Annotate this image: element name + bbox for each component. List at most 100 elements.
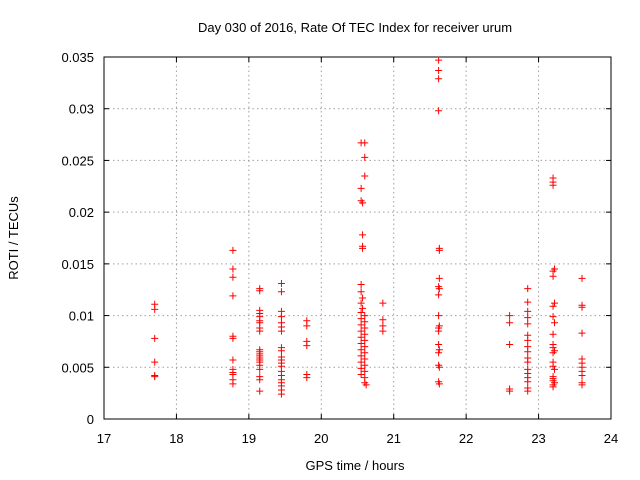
x-tick-label: 23 — [531, 431, 545, 446]
data-point — [303, 342, 311, 350]
data-point — [549, 302, 557, 310]
data-point — [359, 199, 367, 207]
x-tick-label: 21 — [386, 431, 400, 446]
data-point — [229, 265, 237, 273]
data-point — [303, 374, 311, 382]
data-point — [435, 285, 443, 293]
data-point — [277, 327, 285, 335]
data-point — [506, 312, 514, 320]
x-tick-label: 19 — [242, 431, 256, 446]
data-point — [357, 346, 365, 354]
data-point — [551, 299, 559, 307]
data-point — [357, 352, 365, 360]
data-point — [229, 292, 237, 300]
x-axis-label: GPS time / hours — [306, 458, 405, 473]
data-point — [359, 304, 367, 312]
data-point — [524, 378, 532, 386]
data-point — [524, 336, 532, 344]
data-point — [151, 334, 159, 342]
data-point — [578, 329, 586, 337]
data-point — [256, 365, 264, 373]
data-point — [551, 319, 559, 327]
data-point — [524, 320, 532, 328]
data-point — [524, 307, 532, 315]
data-point — [379, 327, 387, 335]
data-point — [361, 318, 369, 326]
data-point — [435, 312, 443, 320]
y-tick-label: 0.02 — [69, 205, 94, 220]
data-point — [277, 347, 285, 355]
data-point — [357, 364, 365, 372]
data-point — [578, 274, 586, 282]
axis-ticks — [103, 56, 612, 420]
data-point — [361, 172, 369, 180]
x-tick-label: 22 — [459, 431, 473, 446]
x-tick-label: 17 — [97, 431, 111, 446]
y-tick-label: 0.005 — [61, 360, 94, 375]
y-tick-label: 0.035 — [61, 50, 94, 65]
data-point — [549, 383, 557, 391]
data-point — [361, 139, 369, 147]
data-point — [229, 334, 237, 342]
data-point — [256, 287, 264, 295]
data-point — [506, 319, 514, 327]
data-point — [361, 312, 369, 320]
data-point — [524, 358, 532, 366]
y-tick-label: 0.01 — [69, 309, 94, 324]
data-point — [578, 381, 586, 389]
data-point — [357, 339, 365, 347]
data-point — [524, 298, 532, 306]
data-point — [361, 355, 369, 363]
data-point — [277, 390, 285, 398]
data-point — [551, 365, 559, 373]
data-point — [357, 333, 365, 341]
data-point — [357, 327, 365, 335]
data-point — [524, 285, 532, 293]
data-point — [361, 343, 369, 351]
data-point — [277, 313, 285, 321]
data-point — [578, 372, 586, 380]
data-point — [151, 358, 159, 366]
plot-frame — [103, 56, 612, 420]
y-tick-label: 0 — [87, 412, 94, 427]
data-point — [435, 291, 443, 299]
data-point — [151, 305, 159, 313]
data-point — [435, 56, 443, 64]
data-point — [229, 273, 237, 281]
data-point — [549, 330, 557, 338]
data-point — [277, 288, 285, 296]
data-point — [357, 358, 365, 366]
data-point — [361, 349, 369, 357]
data-point — [357, 371, 365, 379]
data-point — [359, 231, 367, 239]
data-point — [303, 322, 311, 330]
data-point — [359, 294, 367, 302]
data-point — [549, 181, 557, 189]
chart-title: Day 030 of 2016, Rate Of TEC Index for r… — [198, 20, 512, 35]
data-point — [524, 348, 532, 356]
data-point — [578, 303, 586, 311]
data-point — [229, 246, 237, 254]
data-point — [435, 346, 443, 354]
data-point — [435, 341, 443, 349]
data-point — [357, 288, 365, 296]
y-axis-label: ROTI / TECUs — [6, 196, 21, 280]
data-point — [357, 308, 365, 316]
data-point — [435, 107, 443, 115]
data-point — [361, 367, 369, 375]
x-tick-label: 18 — [169, 431, 183, 446]
data-point — [357, 184, 365, 192]
data-point — [435, 75, 443, 83]
data-point — [435, 380, 443, 388]
data-point — [357, 315, 365, 323]
tick-labels: 17 18 19 20 21 22 23 24 0 0.005 0.01 0.015 0.02 0.025… — [61, 50, 618, 446]
data-point — [151, 373, 159, 381]
data-point — [435, 363, 443, 371]
data-point — [277, 280, 285, 288]
data-points — [151, 56, 586, 398]
data-point — [435, 327, 443, 335]
data-point — [361, 324, 369, 332]
data-point — [379, 316, 387, 324]
data-point — [549, 313, 557, 321]
data-point — [361, 361, 369, 369]
